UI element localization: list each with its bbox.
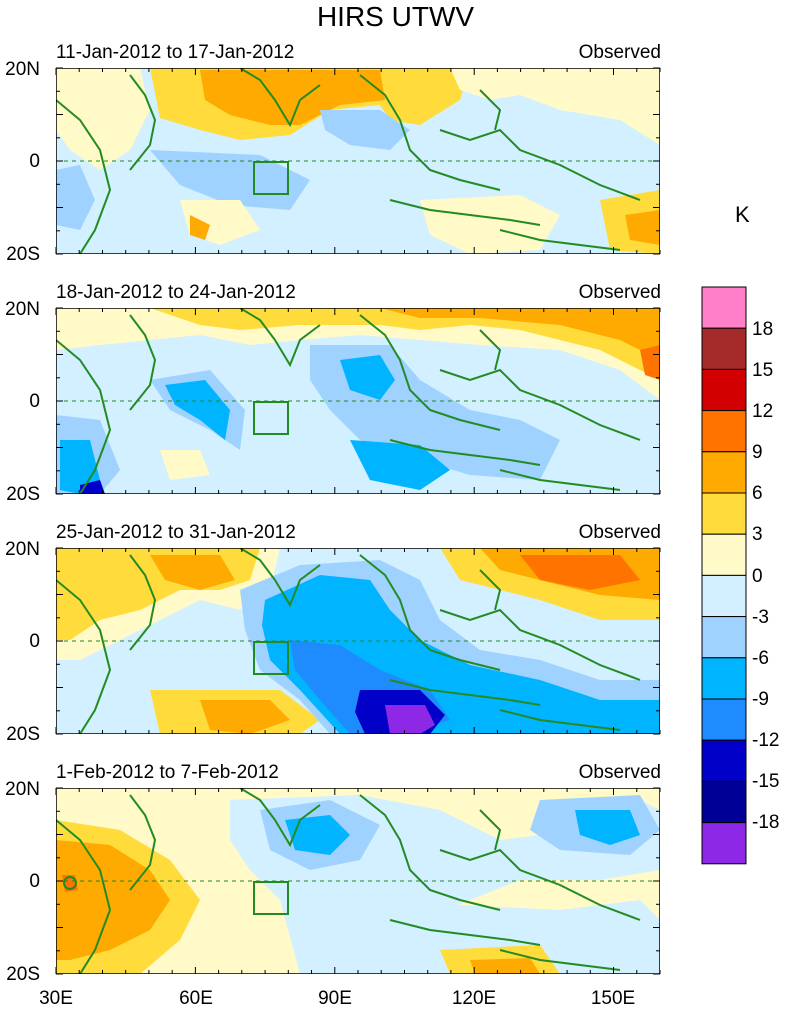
ytick-p3-20N: 20N — [5, 539, 40, 560]
colorbar-label-0: 0 — [752, 566, 763, 587]
p2-anomaly-north-mid — [150, 308, 660, 380]
xtick-150E: 150E — [590, 988, 636, 1009]
p2-anomaly-pacific-max — [640, 345, 660, 380]
panel-2-source: Observed — [578, 282, 661, 303]
p3-anomaly-south-neg-extreme — [385, 705, 435, 734]
p2-anomaly-north-high — [380, 308, 660, 360]
ytick-p2-20N: 20N — [5, 299, 40, 320]
figure-title: HIRS UTWV — [316, 1, 475, 32]
p4-anomaly-south-high — [470, 958, 540, 974]
colorbar-label-neg18: -18 — [752, 812, 780, 833]
colorbar-swatch-7 — [701, 574, 747, 618]
ytick-p2-0: 0 — [29, 391, 40, 412]
colorbar-swatch-10 — [701, 698, 747, 741]
ytick-p4-20S: 20S — [6, 964, 40, 985]
colorbar-swatch-2 — [701, 368, 747, 412]
p4-anomaly-bay-neg-core — [285, 815, 350, 855]
panel-3-period: 25-Jan-2012 to 31-Jan-2012 — [56, 522, 296, 543]
colorbar-label-neg12: -12 — [752, 730, 780, 751]
ytick-p2-20S: 20S — [6, 484, 40, 505]
p1-anomaly-io-south-max — [190, 215, 210, 240]
p1-anomaly-bay-neg — [320, 110, 410, 150]
colorbar-label-18: 18 — [752, 319, 774, 340]
p1-anomaly-india-pos — [200, 70, 385, 125]
p1-anomaly-coral-max — [625, 210, 660, 245]
p1-coastlines — [56, 68, 641, 254]
p1-anomaly-africa-pos — [56, 68, 150, 170]
xtick-60E: 60E — [179, 988, 213, 1009]
colorbar-swatch-0 — [701, 286, 747, 329]
p3-anomaly-arabia-high — [150, 555, 235, 590]
panel-1 — [56, 68, 660, 254]
colorbar-label-neg3: -3 — [752, 607, 769, 628]
p4-box-region — [253, 881, 289, 915]
panel-2-period: 18-Jan-2012 to 24-Jan-2012 — [56, 282, 296, 303]
colorbar-unit: K — [735, 202, 750, 227]
ytick-p1-0: 0 — [29, 151, 40, 172]
colorbar-swatch-8 — [701, 616, 747, 659]
ytick-p4-0: 0 — [29, 871, 40, 892]
panel-3 — [56, 548, 660, 734]
panel-4-source: Observed — [578, 762, 661, 783]
p1-anomaly-africa-neg — [56, 165, 95, 230]
colorbar-label-15: 15 — [752, 360, 774, 381]
colorbar-swatch-12 — [701, 780, 747, 824]
colorbar-swatch-11 — [701, 739, 747, 782]
colorbar-label-12: 12 — [752, 401, 774, 422]
panel-4 — [56, 788, 660, 974]
colorbar-label-neg15: -15 — [752, 771, 780, 792]
colorbar-label-neg6: -6 — [752, 648, 769, 669]
ytick-p3-20S: 20S — [6, 724, 40, 745]
ytick-p1-20S: 20S — [6, 244, 40, 265]
p2-anomaly-south-neg-core — [350, 440, 450, 490]
p3-box-region — [253, 641, 289, 675]
p4-anomaly-pacific-neg-core — [575, 810, 640, 845]
colorbar-label-neg9: -9 — [752, 689, 769, 710]
colorbar-label-3: 3 — [752, 524, 763, 545]
panel-4-period: 1-Feb-2012 to 7-Feb-2012 — [56, 762, 279, 783]
p3-coastlines — [56, 548, 641, 734]
ytick-p1-20N: 20N — [5, 59, 40, 80]
colorbar-swatch-9 — [701, 657, 747, 700]
colorbar-swatch-3 — [701, 410, 747, 453]
p2-anomaly-north-pos — [56, 308, 660, 400]
ytick-p4-20N: 20N — [5, 779, 40, 800]
p4-anomaly-africa-high — [56, 840, 170, 960]
xtick-30E: 30E — [39, 988, 73, 1009]
p1-anomaly-pacific-pos — [450, 68, 660, 145]
p2-anomaly-io-south-pos — [160, 450, 210, 480]
panel-1-period: 11-Jan-2012 to 17-Jan-2012 — [56, 42, 295, 63]
colorbar-swatch-1 — [701, 327, 747, 370]
colorbar — [701, 286, 747, 865]
panel-1-source: Observed — [578, 42, 661, 63]
panel-3-source: Observed — [578, 522, 661, 543]
p4-anomaly-south-neg-light — [280, 890, 660, 974]
colorbar-swatch-4 — [701, 451, 747, 494]
p1-box-region — [253, 161, 289, 195]
p2-anomaly-bay-neg-core — [340, 355, 395, 400]
p4-coastlines — [56, 788, 641, 974]
p3-anomaly-sw-high — [200, 700, 290, 734]
p2-anomaly-africa-neg-core — [60, 440, 100, 494]
colorbar-swatch-6 — [701, 533, 747, 576]
panel-2 — [56, 308, 660, 494]
p3-anomaly-ne-max — [520, 555, 640, 590]
colorbar-label-9: 9 — [752, 442, 763, 463]
colorbar-label-6: 6 — [752, 483, 763, 504]
p1-anomaly-australia-pos — [420, 195, 560, 254]
colorbar-swatch-5 — [701, 492, 747, 535]
colorbar-swatch-13 — [701, 822, 747, 865]
ytick-p3-0: 0 — [29, 631, 40, 652]
p2-anomaly-io-neg-core — [165, 380, 230, 440]
axis-ticks — [55, 67, 661, 975]
p2-coastlines — [56, 308, 641, 494]
xtick-120E: 120E — [451, 988, 497, 1009]
p2-box-region — [253, 401, 289, 435]
xtick-90E: 90E — [318, 988, 352, 1009]
